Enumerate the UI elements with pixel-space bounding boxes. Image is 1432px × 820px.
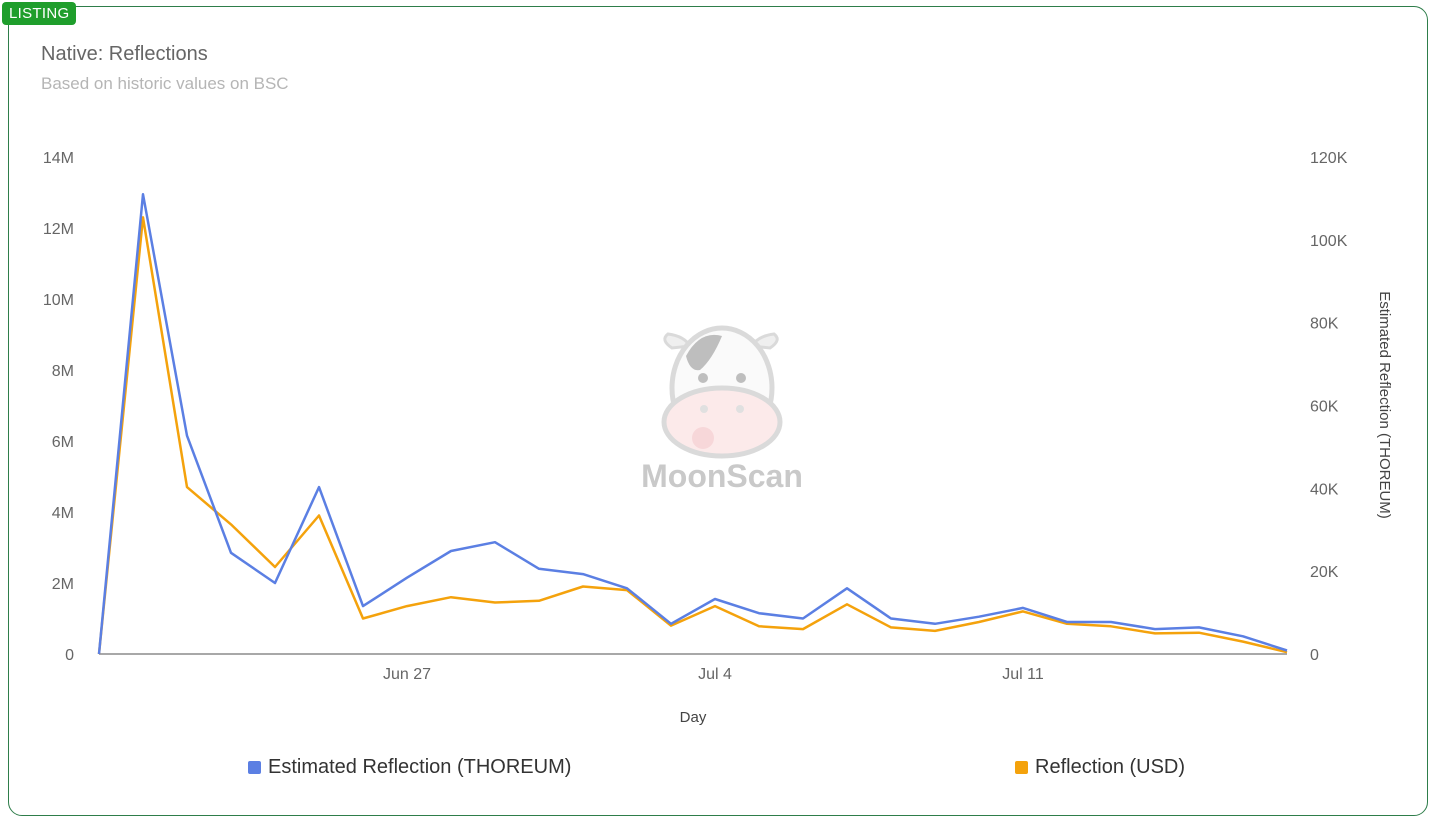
left-axis-tick-label: 0 bbox=[65, 647, 74, 664]
left-axis-tick-label: 8M bbox=[52, 363, 74, 380]
series-line-usd[interactable] bbox=[97, 216, 1288, 655]
legend-item-thoreum[interactable]: Estimated Reflection (THOREUM) bbox=[248, 756, 571, 779]
legend-swatch-usd bbox=[1015, 761, 1028, 774]
legend-label-usd: Reflection (USD) bbox=[1035, 756, 1186, 778]
cow-logo-icon bbox=[661, 325, 783, 459]
legend-swatch-thoreum bbox=[248, 761, 261, 774]
left-axis-tick-label: 6M bbox=[52, 434, 74, 451]
left-axis-tick-label: 14M bbox=[43, 150, 74, 167]
x-axis-title: Day bbox=[680, 709, 707, 726]
right-axis-tick-label: 40K bbox=[1310, 481, 1339, 498]
left-axis-tick-label: 2M bbox=[52, 576, 74, 593]
x-axis-tick-label: Jul 4 bbox=[698, 666, 732, 683]
right-axis-tick-label: 60K bbox=[1310, 399, 1339, 416]
right-axis-tick-label: 0 bbox=[1310, 647, 1319, 664]
series-line-thoreum[interactable] bbox=[97, 193, 1288, 655]
left-axis-tick-label: 4M bbox=[52, 505, 74, 522]
right-axis-tick-label: 120K bbox=[1310, 150, 1348, 167]
legend-label-thoreum: Estimated Reflection (THOREUM) bbox=[268, 756, 572, 778]
chart-subtitle: Based on historic values on BSC bbox=[41, 74, 289, 93]
right-axis-title: Estimated Reflection (THOREUM) bbox=[1376, 291, 1393, 519]
left-axis-tick-label: 12M bbox=[43, 221, 74, 238]
right-axis-tick-label: 80K bbox=[1310, 316, 1339, 333]
listing-badge: LISTING bbox=[2, 2, 77, 25]
x-axis-tick-label: Jul 11 bbox=[1002, 666, 1044, 683]
left-axis-tick-label: 10M bbox=[43, 292, 74, 309]
right-axis-tick-label: 20K bbox=[1310, 564, 1339, 581]
right-axis-tick-label: 100K bbox=[1310, 233, 1348, 250]
legend-item-usd[interactable]: Reflection (USD) bbox=[1015, 756, 1185, 779]
chart-title: Native: Reflections bbox=[41, 43, 208, 65]
watermark-text: MoonScan bbox=[641, 458, 803, 494]
x-axis-tick-label: Jun 27 bbox=[383, 666, 431, 683]
